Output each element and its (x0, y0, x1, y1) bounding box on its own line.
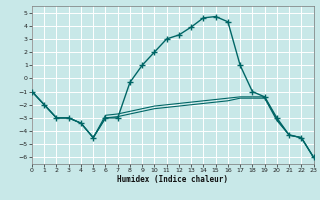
X-axis label: Humidex (Indice chaleur): Humidex (Indice chaleur) (117, 175, 228, 184)
